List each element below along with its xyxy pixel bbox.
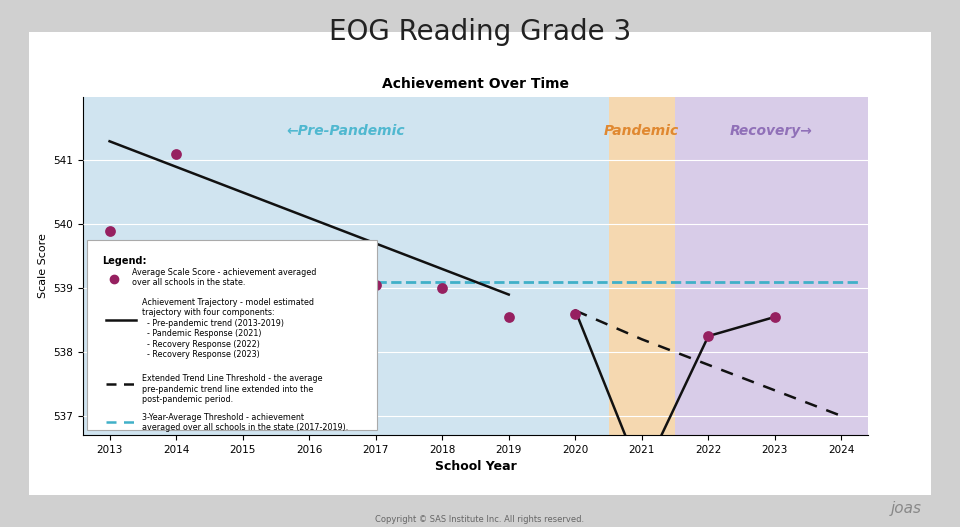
Point (501, 313, 516, 321)
Point (168, 150, 183, 158)
Point (301, 255, 317, 264)
Title: Achievement Over Time: Achievement Over Time (382, 77, 569, 91)
Point (701, 332, 716, 340)
Bar (609, 96, 675, 435)
Text: 3-Year-Average Threshold - achievement
averaged over all schools in the state (2: 3-Year-Average Threshold - achievement a… (142, 413, 348, 433)
Text: Pandemic: Pandemic (604, 124, 680, 138)
Point (102, 227, 117, 235)
Point (567, 309, 583, 318)
Point (767, 313, 782, 321)
Point (235, 261, 251, 270)
Point (368, 281, 383, 289)
Point (635, 472, 650, 481)
FancyBboxPatch shape (86, 240, 377, 430)
Bar (83, 96, 609, 435)
Text: Extended Trend Line Threshold - the average
pre-pandemic trend line extended int: Extended Trend Line Threshold - the aver… (142, 374, 323, 404)
Text: EOG Reading Grade 3: EOG Reading Grade 3 (329, 18, 631, 46)
Text: Recovery→: Recovery→ (731, 124, 813, 138)
Text: Average Scale Score - achievement averaged
over all schools in the state.: Average Scale Score - achievement averag… (132, 268, 317, 287)
Text: ←Pre-Pandemic: ←Pre-Pandemic (286, 124, 405, 138)
Bar (675, 96, 868, 435)
Text: Copyright © SAS Institute Inc. All rights reserved.: Copyright © SAS Institute Inc. All right… (375, 515, 585, 524)
Text: joas: joas (891, 502, 922, 516)
Y-axis label: Scale Score: Scale Score (37, 233, 48, 298)
Point (435, 284, 450, 292)
Text: Legend:: Legend: (103, 256, 147, 266)
Text: Achievement Trajectory - model estimated
trajectory with four components:
  - Pr: Achievement Trajectory - model estimated… (142, 298, 314, 359)
X-axis label: School Year: School Year (435, 461, 516, 473)
